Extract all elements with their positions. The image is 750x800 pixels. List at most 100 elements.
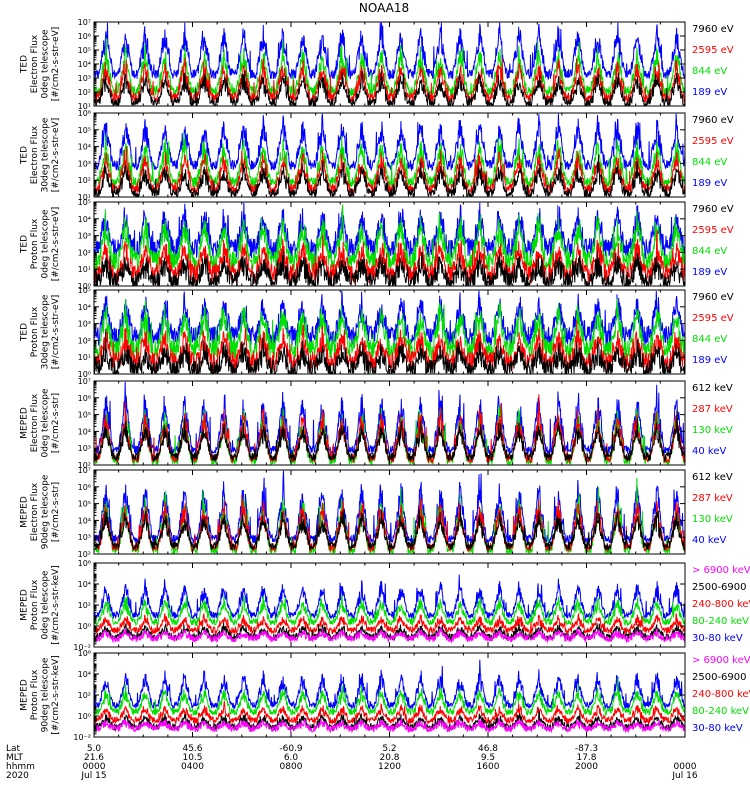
y-tick-label: 10⁴ (78, 303, 91, 312)
y-tick-label: 10⁵ (78, 198, 91, 207)
y-tick-label: 10² (78, 336, 91, 345)
series--6900-kev (94, 626, 685, 644)
y-tick-label: 10² (78, 176, 91, 185)
y-tick-label: 10⁵ (78, 286, 91, 295)
legend-entry: 130 keV (692, 425, 733, 436)
y-tick-label: 10⁴ (78, 60, 91, 69)
panel-5: 10² 10³ 10⁴ 10⁵ 10⁶ 10⁷ MEPED Electron Flux 0deg… (19, 377, 733, 470)
y-tick-label: 10⁴ (78, 516, 91, 525)
y-tick-label: 10³ (78, 74, 91, 83)
x-tick-value: 1600 (477, 762, 500, 772)
y-axis-label-line: 30deg telescope (40, 294, 50, 369)
y-axis-label: TED Proton Flux 30deg telescope [#/cm2-s-st… (19, 294, 61, 369)
y-axis-label-line: 90deg telescope (40, 474, 50, 549)
panel-plot-area (94, 381, 685, 465)
legend-entry: 287 keV (692, 404, 733, 415)
series-240-800-kev (94, 701, 685, 726)
x-tick-value: 5.0 (87, 744, 102, 754)
x-row-label: hhmm (6, 762, 35, 772)
y-tick-label: 10¹ (78, 193, 91, 202)
legend-entry: > 6900 keV (692, 655, 750, 666)
y-tick-label: 10² (78, 550, 91, 559)
y-tick-label: 10³ (78, 232, 91, 241)
series-844-ev (94, 37, 685, 97)
y-tick-label: 10³ (78, 159, 91, 168)
y-tick-label: 10⁰ (78, 370, 91, 379)
y-axis-label-line: Proton Flux (30, 306, 40, 357)
y-axis-label-line: TED (19, 235, 29, 254)
y-axis-label-line: [#/cm2-s-str-eV] (51, 295, 61, 370)
legend-entry: 130 keV (692, 514, 733, 525)
y-tick-label: 10⁴ (78, 580, 91, 589)
y-tick-label: 10³ (78, 444, 91, 453)
legend-entry: 80-240 keV (692, 706, 749, 717)
panel-1: 10¹ 10² 10³ 10⁴ 10⁵ 10⁶ 10⁷ TED Electron Flux 0de… (19, 18, 734, 111)
x-tick-value: -87.3 (575, 744, 598, 754)
y-tick-label: 10³ (78, 533, 91, 542)
y-tick-label: 10² (78, 691, 91, 700)
y-tick-label: 10² (78, 88, 91, 97)
y-axis-label-line: MEPED (19, 407, 29, 439)
y-axis-label-line: [#/cm2-s-str-keV] (51, 565, 61, 644)
legend-entry: 2595 eV (692, 313, 734, 324)
x-tick-value: 21.6 (84, 753, 104, 763)
legend-entry: 240-800 keV (692, 689, 750, 700)
legend-entry: 612 keV (692, 472, 733, 483)
y-tick-label: 10⁰ (78, 622, 91, 631)
y-tick-label: 10² (78, 601, 91, 610)
panel-plot-area (94, 574, 685, 644)
y-axis-label: TED Proton Flux 0deg telescope [#/cm2-s-str… (19, 207, 61, 282)
y-axis-label-line: TED (19, 323, 29, 342)
legend-entry: 7960 eV (692, 292, 734, 303)
y-axis-label-line: [#/cm2-s-str-keV] (51, 655, 61, 734)
y-axis-label-line: TED (19, 146, 29, 165)
panel-7: 10⁻² 10⁰ 10² 10⁴ 10⁶ MEPED Proton Flux 0deg tel… (19, 559, 750, 652)
y-axis-label: TED Electron Flux 0deg telescope [#/cm2-s-s… (19, 27, 61, 102)
legend-entry: 287 keV (692, 493, 733, 504)
x-tick-value: Jul 16 (671, 771, 697, 781)
panel-6: 10² 10³ 10⁴ 10⁵ 10⁶ 10⁷ MEPED Electron Flux 90de… (19, 466, 733, 559)
series-30-80-kev (94, 659, 685, 711)
y-axis-label-line: Proton Flux (30, 669, 40, 720)
y-tick-label: 10² (78, 248, 91, 257)
series-80-240-kev (94, 594, 685, 627)
y-tick-label: 10⁶ (78, 559, 91, 568)
panel-3: 10⁰ 10¹ 10² 10³ 10⁴ 10⁵ TED Proton Flux 0deg tel… (19, 198, 734, 291)
legend-entry: 7960 eV (692, 115, 734, 126)
legend-entry: 612 keV (692, 383, 733, 394)
y-axis-label-line: [#/cm2-s-str-eV] (51, 207, 61, 282)
legend-entry: 2500-6900 (692, 672, 747, 683)
series-844-ev (94, 298, 685, 360)
x-tick-value: 9.5 (481, 753, 495, 763)
panel-plot-area (94, 659, 685, 734)
y-tick-label: 10⁶ (78, 649, 91, 658)
y-tick-label: 10² (78, 461, 91, 470)
panel-2: 10¹ 10² 10³ 10⁴ 10⁵ 10⁶ TED Electron Flux 30deg … (19, 109, 734, 202)
panel-4: 10⁰ 10¹ 10² 10³ 10⁴ 10⁵ TED Proton Flux 30deg te… (19, 286, 734, 379)
y-axis-label-line: 0deg telescope (40, 29, 50, 99)
legend-entry: 189 eV (692, 355, 727, 366)
legend-entry: 189 eV (692, 178, 727, 189)
y-tick-label: 10³ (78, 320, 91, 329)
legend-entry: 7960 eV (692, 24, 734, 35)
panel-plot-area (94, 113, 685, 197)
legend-entry: 7960 eV (692, 204, 734, 215)
x-row-label: MLT (6, 753, 24, 763)
y-axis-label-line: TED (19, 55, 29, 74)
y-axis-label-line: 0deg telescope (40, 209, 50, 279)
y-tick-label: 10⁵ (78, 500, 91, 509)
y-tick-label: 10⁰ (78, 712, 91, 721)
y-axis-label: TED Electron Flux 30deg telescope [#/cm2-s-… (19, 117, 61, 192)
x-tick-value: 6.0 (284, 753, 299, 763)
y-tick-label: 10¹ (78, 102, 91, 111)
legend-entry: > 6900 keV (692, 565, 750, 576)
y-axis-label-line: [#/cm2-s-str-eV] (51, 118, 61, 193)
legend-entry: 30-80 keV (692, 723, 743, 734)
y-axis-label-line: MEPED (19, 679, 29, 711)
y-axis-label-line: 0deg telescope (40, 388, 50, 458)
y-axis-label-line: 0deg telescope (40, 570, 50, 640)
x-tick-value: -60.9 (279, 744, 303, 754)
x-tick-value: 5.2 (382, 744, 396, 754)
legend-entry: 2595 eV (692, 225, 734, 236)
